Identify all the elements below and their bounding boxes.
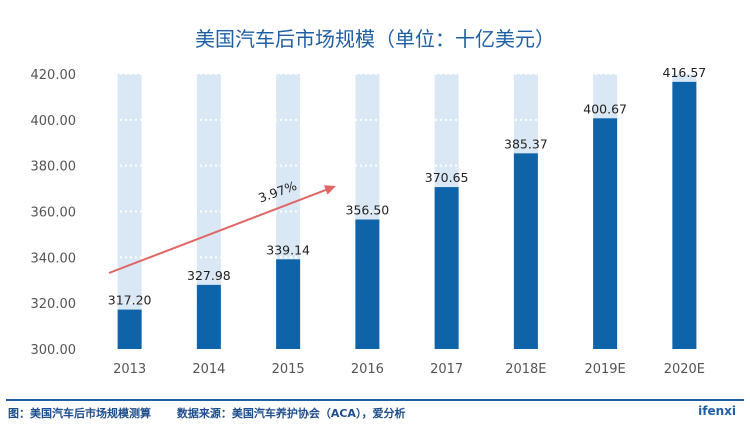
bar-value-label: 385.37: [504, 136, 548, 151]
bar-value-labels: 317.20 327.98 339.14 356.50 370.65 385.37 400.…: [108, 65, 707, 308]
bars: [117, 81, 697, 350]
bar-2016: [355, 219, 380, 349]
bar-value-label: 416.57: [663, 65, 707, 80]
bar-2015: [276, 259, 301, 349]
bar-chart: 美国汽车后市场规模（单位：十亿美元） 300.00 320.00 340.00 360…: [30, 27, 724, 377]
footer: 图：美国汽车后市场规模测算 数据来源：美国汽车养护协会（ACA），爱分析 ife…: [0, 398, 750, 428]
bar-2014: [196, 284, 221, 349]
figure-caption: 图：美国汽车后市场规模测算: [8, 407, 151, 420]
bar-value-label: 400.67: [583, 101, 627, 116]
bar-2019E: [593, 118, 618, 350]
x-tick-label: 2016: [351, 362, 384, 377]
y-tick-label: 340.00: [31, 251, 77, 266]
bar-value-label: 339.14: [266, 242, 310, 257]
x-tick-label: 2014: [192, 362, 225, 377]
x-tick-label: 2013: [113, 362, 146, 377]
bar-value-label: 317.20: [108, 293, 152, 308]
brand-logo: ifenxi: [698, 404, 736, 418]
growth-annotation: 3.97%: [108, 178, 336, 274]
x-tick-label: 2017: [430, 362, 463, 377]
y-tick-label: 400.00: [31, 114, 77, 129]
y-axis-ticks: 300.00 320.00 340.00 360.00 380.00 400.00 420.…: [31, 68, 77, 358]
x-tick-label: 2020E: [664, 362, 705, 377]
bar-2018E: [513, 153, 538, 349]
x-tick-label: 2018E: [505, 362, 546, 377]
growth-arrow-line: [108, 187, 331, 274]
y-tick-label: 300.00: [31, 343, 77, 358]
bar-value-label: 370.65: [425, 170, 469, 185]
y-tick-label: 420.00: [31, 68, 77, 83]
y-tick-label: 380.00: [31, 160, 77, 175]
footer-source: 图：美国汽车后市场规模测算 数据来源：美国汽车养护协会（ACA），爱分析: [8, 405, 405, 421]
gridlines: [90, 73, 724, 350]
chart-title: 美国汽车后市场规模（单位：十亿美元）: [195, 27, 555, 51]
bar-value-label: 327.98: [187, 268, 231, 283]
growth-arrow-head: [323, 185, 336, 195]
y-tick-label: 360.00: [31, 206, 77, 221]
footer-divider: [6, 399, 744, 401]
bar-2020E: [672, 81, 697, 350]
bar-2017: [434, 187, 459, 349]
x-tick-label: 2019E: [584, 362, 625, 377]
bar-value-label: 356.50: [346, 203, 390, 218]
x-tick-label: 2015: [272, 362, 305, 377]
x-axis-ticks: 2013 2014 2015 2016 2017 2018E 2019E 2020E: [113, 362, 705, 377]
bar-2013: [117, 309, 142, 349]
y-tick-label: 320.00: [31, 297, 77, 312]
data-source: 数据来源：美国汽车养护协会（ACA），爱分析: [176, 407, 406, 420]
